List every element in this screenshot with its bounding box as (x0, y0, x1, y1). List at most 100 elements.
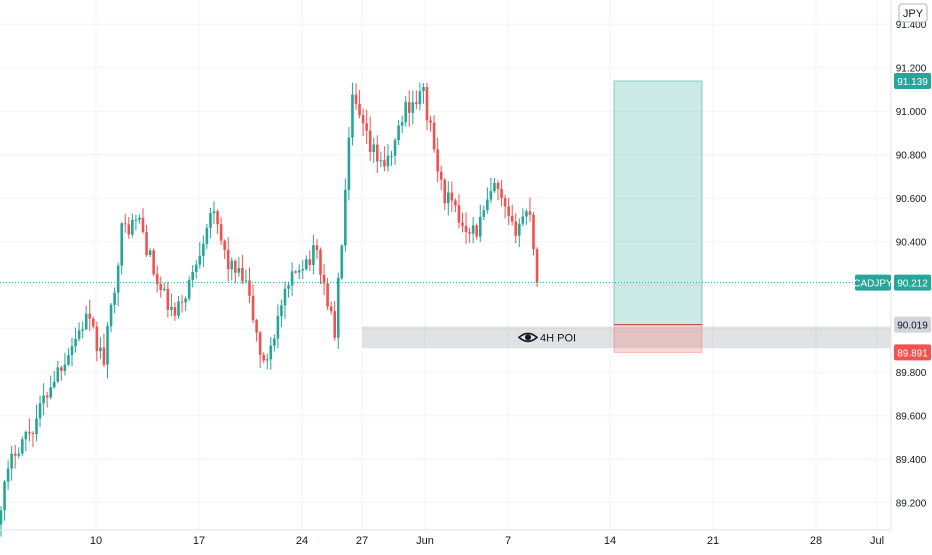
candle (528, 197, 532, 222)
candle (17, 447, 21, 459)
candle (336, 272, 340, 349)
candle (273, 334, 276, 352)
candle (386, 144, 390, 172)
price-tick-label: 90.400 (896, 238, 927, 249)
time-tick-label: 27 (356, 535, 368, 547)
candle (138, 214, 141, 224)
candle (74, 327, 77, 353)
poi-label-text: 4H POI (540, 332, 576, 344)
candle (305, 255, 308, 271)
candle (407, 90, 411, 127)
time-tick-label: 14 (604, 535, 616, 547)
candle (475, 223, 478, 240)
candle (361, 108, 365, 137)
candle (464, 212, 468, 244)
candle (184, 296, 187, 311)
candle (237, 256, 241, 277)
candle (194, 260, 198, 279)
eye-icon (517, 332, 539, 343)
candle (0, 506, 3, 537)
candle (294, 270, 297, 274)
candle (21, 436, 24, 457)
candle (127, 217, 131, 239)
candle (411, 90, 415, 125)
candle (45, 391, 49, 408)
candle (329, 301, 333, 315)
price-tick-label: 89.400 (896, 455, 927, 466)
candle (234, 259, 237, 284)
time-axis[interactable]: 10 17 24 27 Jun 7 14 21 28 Jul (90, 535, 884, 547)
candle (24, 430, 28, 452)
candles (0, 82, 539, 537)
candle (404, 96, 407, 127)
candle (283, 281, 287, 319)
candle (393, 137, 397, 165)
candle (209, 207, 212, 239)
candle (315, 239, 319, 260)
candle (482, 205, 486, 221)
price-tick-label: 91.000 (896, 107, 927, 118)
time-tick-label: 28 (810, 535, 822, 547)
candle (88, 299, 92, 331)
candle (518, 218, 521, 248)
candle (170, 293, 173, 317)
candle (148, 248, 152, 258)
currency-badge[interactable]: JPY (898, 3, 928, 23)
time-tick-label: Jun (416, 535, 434, 547)
candle (507, 197, 510, 226)
candle (418, 82, 422, 111)
time-tick-label: Jul (870, 535, 884, 547)
candle (241, 254, 244, 285)
candle (77, 322, 81, 342)
candle (443, 178, 447, 210)
candle (131, 213, 134, 238)
candle (187, 276, 191, 301)
price-axis[interactable]: 89.20089.40089.60089.80090.00090.20090.4… (896, 20, 927, 510)
price-badge-stop: 89.891 (894, 344, 931, 361)
candle (106, 322, 109, 379)
candle (290, 262, 294, 296)
candle (191, 264, 194, 288)
candle (42, 383, 45, 416)
time-tick-label: 24 (296, 535, 308, 547)
candle (28, 418, 31, 442)
price-tick-label: 89.200 (896, 499, 927, 510)
candle (31, 431, 35, 448)
price-badge-value: 90.212 (897, 279, 928, 290)
candle (141, 207, 145, 234)
candle (322, 263, 326, 296)
candle (230, 257, 234, 281)
candle (358, 90, 361, 119)
candle (226, 237, 230, 282)
candle (326, 277, 329, 311)
candle (81, 321, 84, 339)
candle (532, 212, 535, 256)
target-zone[interactable] (613, 80, 703, 326)
time-tick-label: 21 (707, 535, 719, 547)
candle (432, 115, 436, 153)
time-tick-label: 7 (505, 535, 511, 547)
price-badges: 91.139 90.019 89.891 90.212 CADJPY (853, 72, 931, 361)
price-tick-label: 90.600 (896, 194, 927, 205)
candle (99, 337, 102, 359)
candle (155, 265, 159, 293)
candle (429, 115, 432, 132)
candle (347, 127, 351, 201)
candle (223, 239, 226, 259)
stop-zone[interactable] (613, 324, 703, 353)
candle (287, 281, 290, 298)
candle (109, 302, 113, 333)
candle (173, 302, 177, 321)
candle (415, 90, 418, 109)
candle (116, 262, 120, 307)
candle (510, 204, 514, 226)
candle (383, 146, 386, 172)
candle (365, 109, 368, 145)
candle (351, 82, 354, 146)
candle (248, 267, 251, 304)
candle (35, 404, 38, 442)
candle (340, 244, 344, 281)
candle (251, 284, 255, 324)
